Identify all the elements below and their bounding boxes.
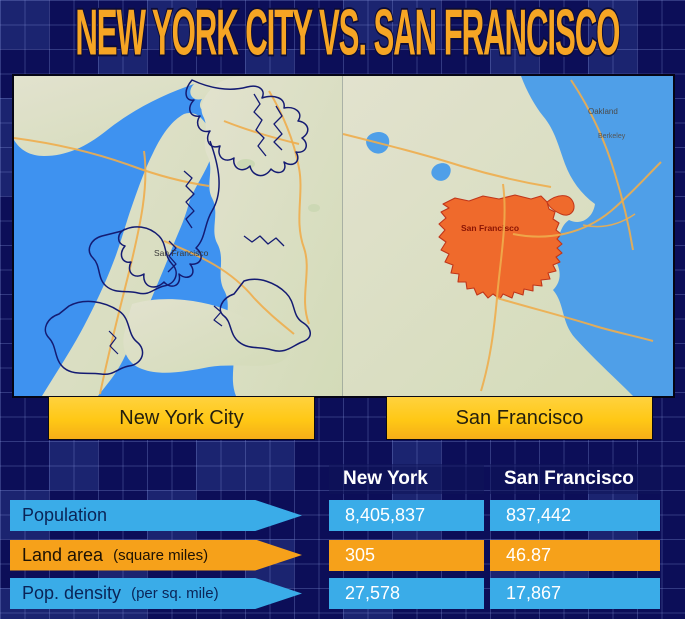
svg-text:San Francisco: San Francisco [461,223,519,233]
svg-text:Oakland: Oakland [588,107,618,116]
svg-text:San Francisco: San Francisco [154,248,209,258]
svg-text:Berkeley: Berkeley [598,133,626,140]
